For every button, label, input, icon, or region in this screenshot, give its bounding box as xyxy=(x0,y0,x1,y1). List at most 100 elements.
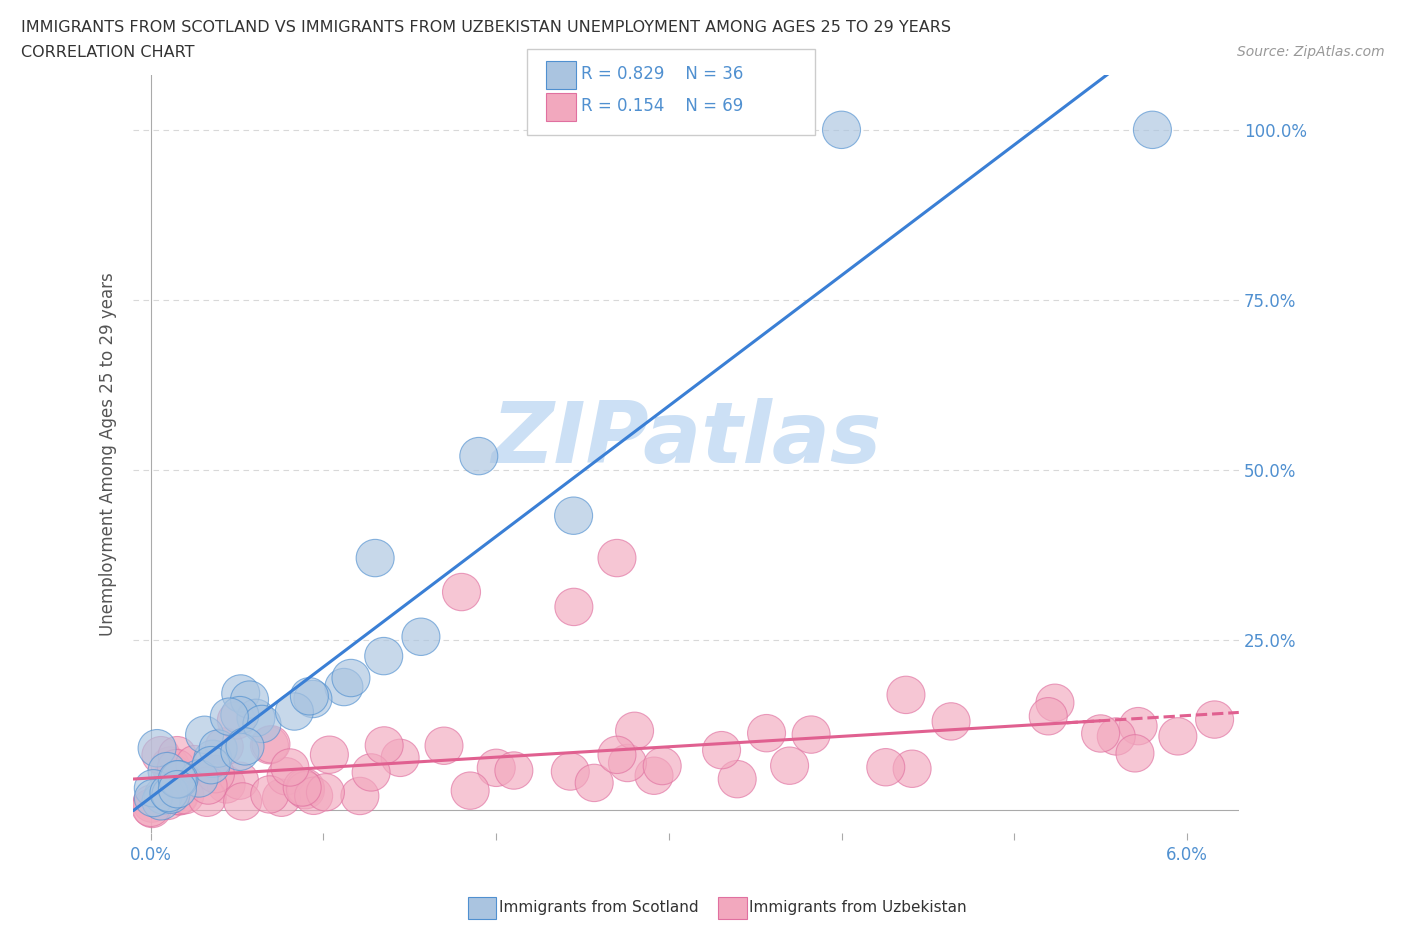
Ellipse shape xyxy=(238,699,276,737)
Ellipse shape xyxy=(226,727,264,765)
Ellipse shape xyxy=(555,589,593,626)
Ellipse shape xyxy=(325,669,363,706)
Ellipse shape xyxy=(159,737,197,774)
Ellipse shape xyxy=(132,790,170,827)
Ellipse shape xyxy=(643,748,681,785)
Ellipse shape xyxy=(152,776,190,813)
Ellipse shape xyxy=(180,760,218,797)
Ellipse shape xyxy=(142,783,180,820)
Ellipse shape xyxy=(190,767,228,804)
Ellipse shape xyxy=(221,697,259,734)
Ellipse shape xyxy=(792,716,830,753)
Ellipse shape xyxy=(495,751,533,790)
Ellipse shape xyxy=(160,777,198,815)
Ellipse shape xyxy=(271,749,309,786)
Ellipse shape xyxy=(231,681,269,718)
Text: Source: ZipAtlas.com: Source: ZipAtlas.com xyxy=(1237,45,1385,59)
Ellipse shape xyxy=(477,750,515,787)
Ellipse shape xyxy=(598,737,636,774)
Ellipse shape xyxy=(770,747,808,784)
Ellipse shape xyxy=(205,728,243,765)
Ellipse shape xyxy=(283,769,321,806)
Ellipse shape xyxy=(132,785,170,822)
Ellipse shape xyxy=(332,659,370,697)
Ellipse shape xyxy=(295,777,333,815)
Ellipse shape xyxy=(263,779,301,817)
Text: ZIPatlas: ZIPatlas xyxy=(491,398,882,481)
Ellipse shape xyxy=(575,764,613,802)
Ellipse shape xyxy=(287,769,325,806)
Ellipse shape xyxy=(311,736,349,774)
Ellipse shape xyxy=(160,761,198,798)
Ellipse shape xyxy=(1029,698,1067,735)
Text: Immigrants from Uzbekistan: Immigrants from Uzbekistan xyxy=(749,900,967,915)
Ellipse shape xyxy=(149,782,187,819)
Ellipse shape xyxy=(425,727,463,764)
Ellipse shape xyxy=(176,746,214,783)
Ellipse shape xyxy=(186,716,224,753)
Ellipse shape xyxy=(138,729,176,767)
Ellipse shape xyxy=(887,676,925,713)
Ellipse shape xyxy=(366,726,404,764)
Ellipse shape xyxy=(616,712,654,750)
Ellipse shape xyxy=(197,755,235,793)
Ellipse shape xyxy=(443,574,481,611)
Ellipse shape xyxy=(159,777,197,815)
Ellipse shape xyxy=(893,751,931,788)
Ellipse shape xyxy=(381,739,419,777)
Ellipse shape xyxy=(159,771,197,808)
Ellipse shape xyxy=(250,726,288,764)
Ellipse shape xyxy=(207,765,245,804)
Text: R = 0.829    N = 36: R = 0.829 N = 36 xyxy=(581,65,742,84)
Ellipse shape xyxy=(1159,718,1197,755)
Text: CORRELATION CHART: CORRELATION CHART xyxy=(21,45,194,60)
Ellipse shape xyxy=(150,747,190,784)
Ellipse shape xyxy=(551,752,589,790)
Text: R = 0.154    N = 69: R = 0.154 N = 69 xyxy=(581,97,742,115)
Ellipse shape xyxy=(1116,735,1154,772)
Ellipse shape xyxy=(718,761,756,798)
Ellipse shape xyxy=(1195,701,1233,738)
Ellipse shape xyxy=(1036,684,1074,722)
Ellipse shape xyxy=(145,777,183,814)
Ellipse shape xyxy=(222,675,260,712)
Ellipse shape xyxy=(340,777,378,815)
Ellipse shape xyxy=(932,703,970,740)
Ellipse shape xyxy=(636,757,673,794)
Ellipse shape xyxy=(194,740,232,777)
Y-axis label: Unemployment Among Ages 25 to 29 years: Unemployment Among Ages 25 to 29 years xyxy=(100,272,117,636)
Ellipse shape xyxy=(250,776,288,813)
Ellipse shape xyxy=(866,749,905,786)
Ellipse shape xyxy=(364,637,402,675)
Ellipse shape xyxy=(287,772,325,809)
Ellipse shape xyxy=(150,775,188,812)
Ellipse shape xyxy=(703,732,741,769)
Ellipse shape xyxy=(188,779,226,817)
Ellipse shape xyxy=(352,753,389,791)
Ellipse shape xyxy=(451,772,489,809)
Ellipse shape xyxy=(554,497,592,535)
Ellipse shape xyxy=(135,779,173,817)
Ellipse shape xyxy=(402,618,440,656)
Ellipse shape xyxy=(1119,708,1157,745)
Ellipse shape xyxy=(1097,718,1135,755)
Ellipse shape xyxy=(200,730,238,767)
Ellipse shape xyxy=(823,112,860,149)
Ellipse shape xyxy=(598,539,636,577)
Ellipse shape xyxy=(460,437,498,475)
Ellipse shape xyxy=(135,770,173,807)
Ellipse shape xyxy=(252,725,290,763)
Ellipse shape xyxy=(221,733,259,770)
Ellipse shape xyxy=(193,747,231,784)
Text: Immigrants from Scotland: Immigrants from Scotland xyxy=(499,900,699,915)
Ellipse shape xyxy=(159,761,197,798)
Ellipse shape xyxy=(1133,112,1171,149)
Ellipse shape xyxy=(148,752,186,790)
Ellipse shape xyxy=(291,678,329,715)
Ellipse shape xyxy=(356,539,394,577)
Ellipse shape xyxy=(224,783,262,820)
Ellipse shape xyxy=(134,790,172,828)
Text: IMMIGRANTS FROM SCOTLAND VS IMMIGRANTS FROM UZBEKISTAN UNEMPLOYMENT AMONG AGES 2: IMMIGRANTS FROM SCOTLAND VS IMMIGRANTS F… xyxy=(21,20,950,35)
Ellipse shape xyxy=(221,762,259,800)
Ellipse shape xyxy=(276,693,314,730)
